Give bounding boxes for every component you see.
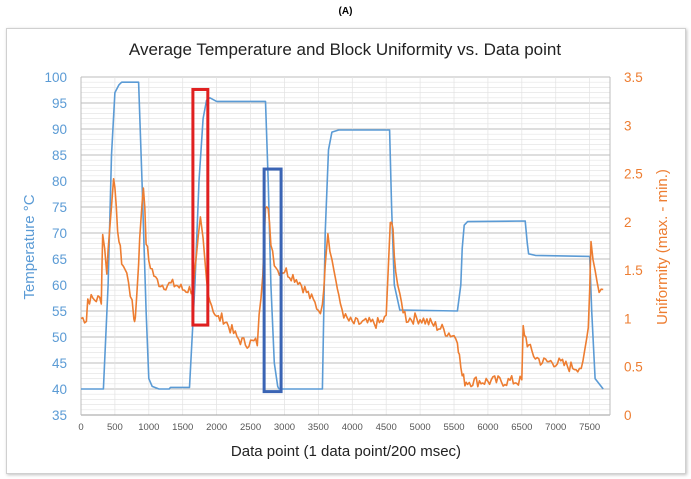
y-tick-label: 35 [52,408,67,423]
y-tick-label: 50 [52,330,67,345]
y2-axis-label: Uniformity (max. - min.) [654,169,671,325]
x-axis-label: Data point (1 data point/200 msec) [231,443,461,460]
x-tick-label: 6500 [511,422,532,433]
y-axis-label: Temperature °C [21,194,38,299]
grid-layer [80,76,610,416]
y-tick-label: 40 [52,382,67,397]
y2-tick-label: 2 [624,215,632,230]
axes-layer [80,77,611,416]
tick-layer: 0 500 1000 1500 2000 2500 3000 3500 4000 4500 5000… [44,70,642,433]
y2-tick-label: 1 [624,311,632,326]
x-tick-label: 0 [78,422,83,433]
x-tick-label: 7000 [545,422,566,433]
y-tick-label: 100 [44,70,67,85]
x-tick-label: 7500 [579,422,600,433]
x-tick-label: 2500 [240,422,261,433]
y-tick-label: 60 [52,278,67,293]
x-tick-label: 2000 [206,422,227,433]
blue-annotation-box [262,167,283,394]
y2-tick-label: 2.5 [624,167,643,182]
x-tick-label: 1500 [172,422,193,433]
x-tick-label: 3500 [308,422,329,433]
y-tick-label: 95 [52,96,67,111]
y-tick-label: 45 [52,356,67,371]
series-layer [80,81,604,390]
y2-tick-label: 0 [624,408,632,423]
x-tick-label: 5000 [410,422,431,433]
y-tick-label: 70 [52,226,67,241]
y-tick-label: 90 [52,122,67,137]
red-annotation-box [191,87,210,327]
y-tick-label: 55 [52,304,67,319]
annotation-layer [191,87,283,394]
x-tick-label: 500 [107,422,123,433]
x-tick-label: 5500 [443,422,464,433]
chart-title: Average Temperature and Block Uniformity… [129,40,561,59]
y-tick-label: 85 [52,148,67,163]
x-tick-label: 6000 [477,422,498,433]
temperature-series-line [81,81,604,390]
x-tick-label: 3000 [274,422,295,433]
y-tick-label: 75 [52,200,67,215]
panel-label: (A) [338,6,353,17]
y2-tick-label: 3.5 [624,70,643,85]
x-tick-label: 4500 [376,422,397,433]
uniformity-series-line [80,178,604,388]
y2-tick-label: 3 [624,118,632,133]
y2-tick-label: 1.5 [624,263,643,278]
x-tick-label: 1000 [138,422,159,433]
x-tick-label: 4000 [342,422,363,433]
y-tick-label: 80 [52,174,67,189]
y2-tick-label: 0.5 [624,360,643,375]
y-tick-label: 65 [52,252,67,267]
